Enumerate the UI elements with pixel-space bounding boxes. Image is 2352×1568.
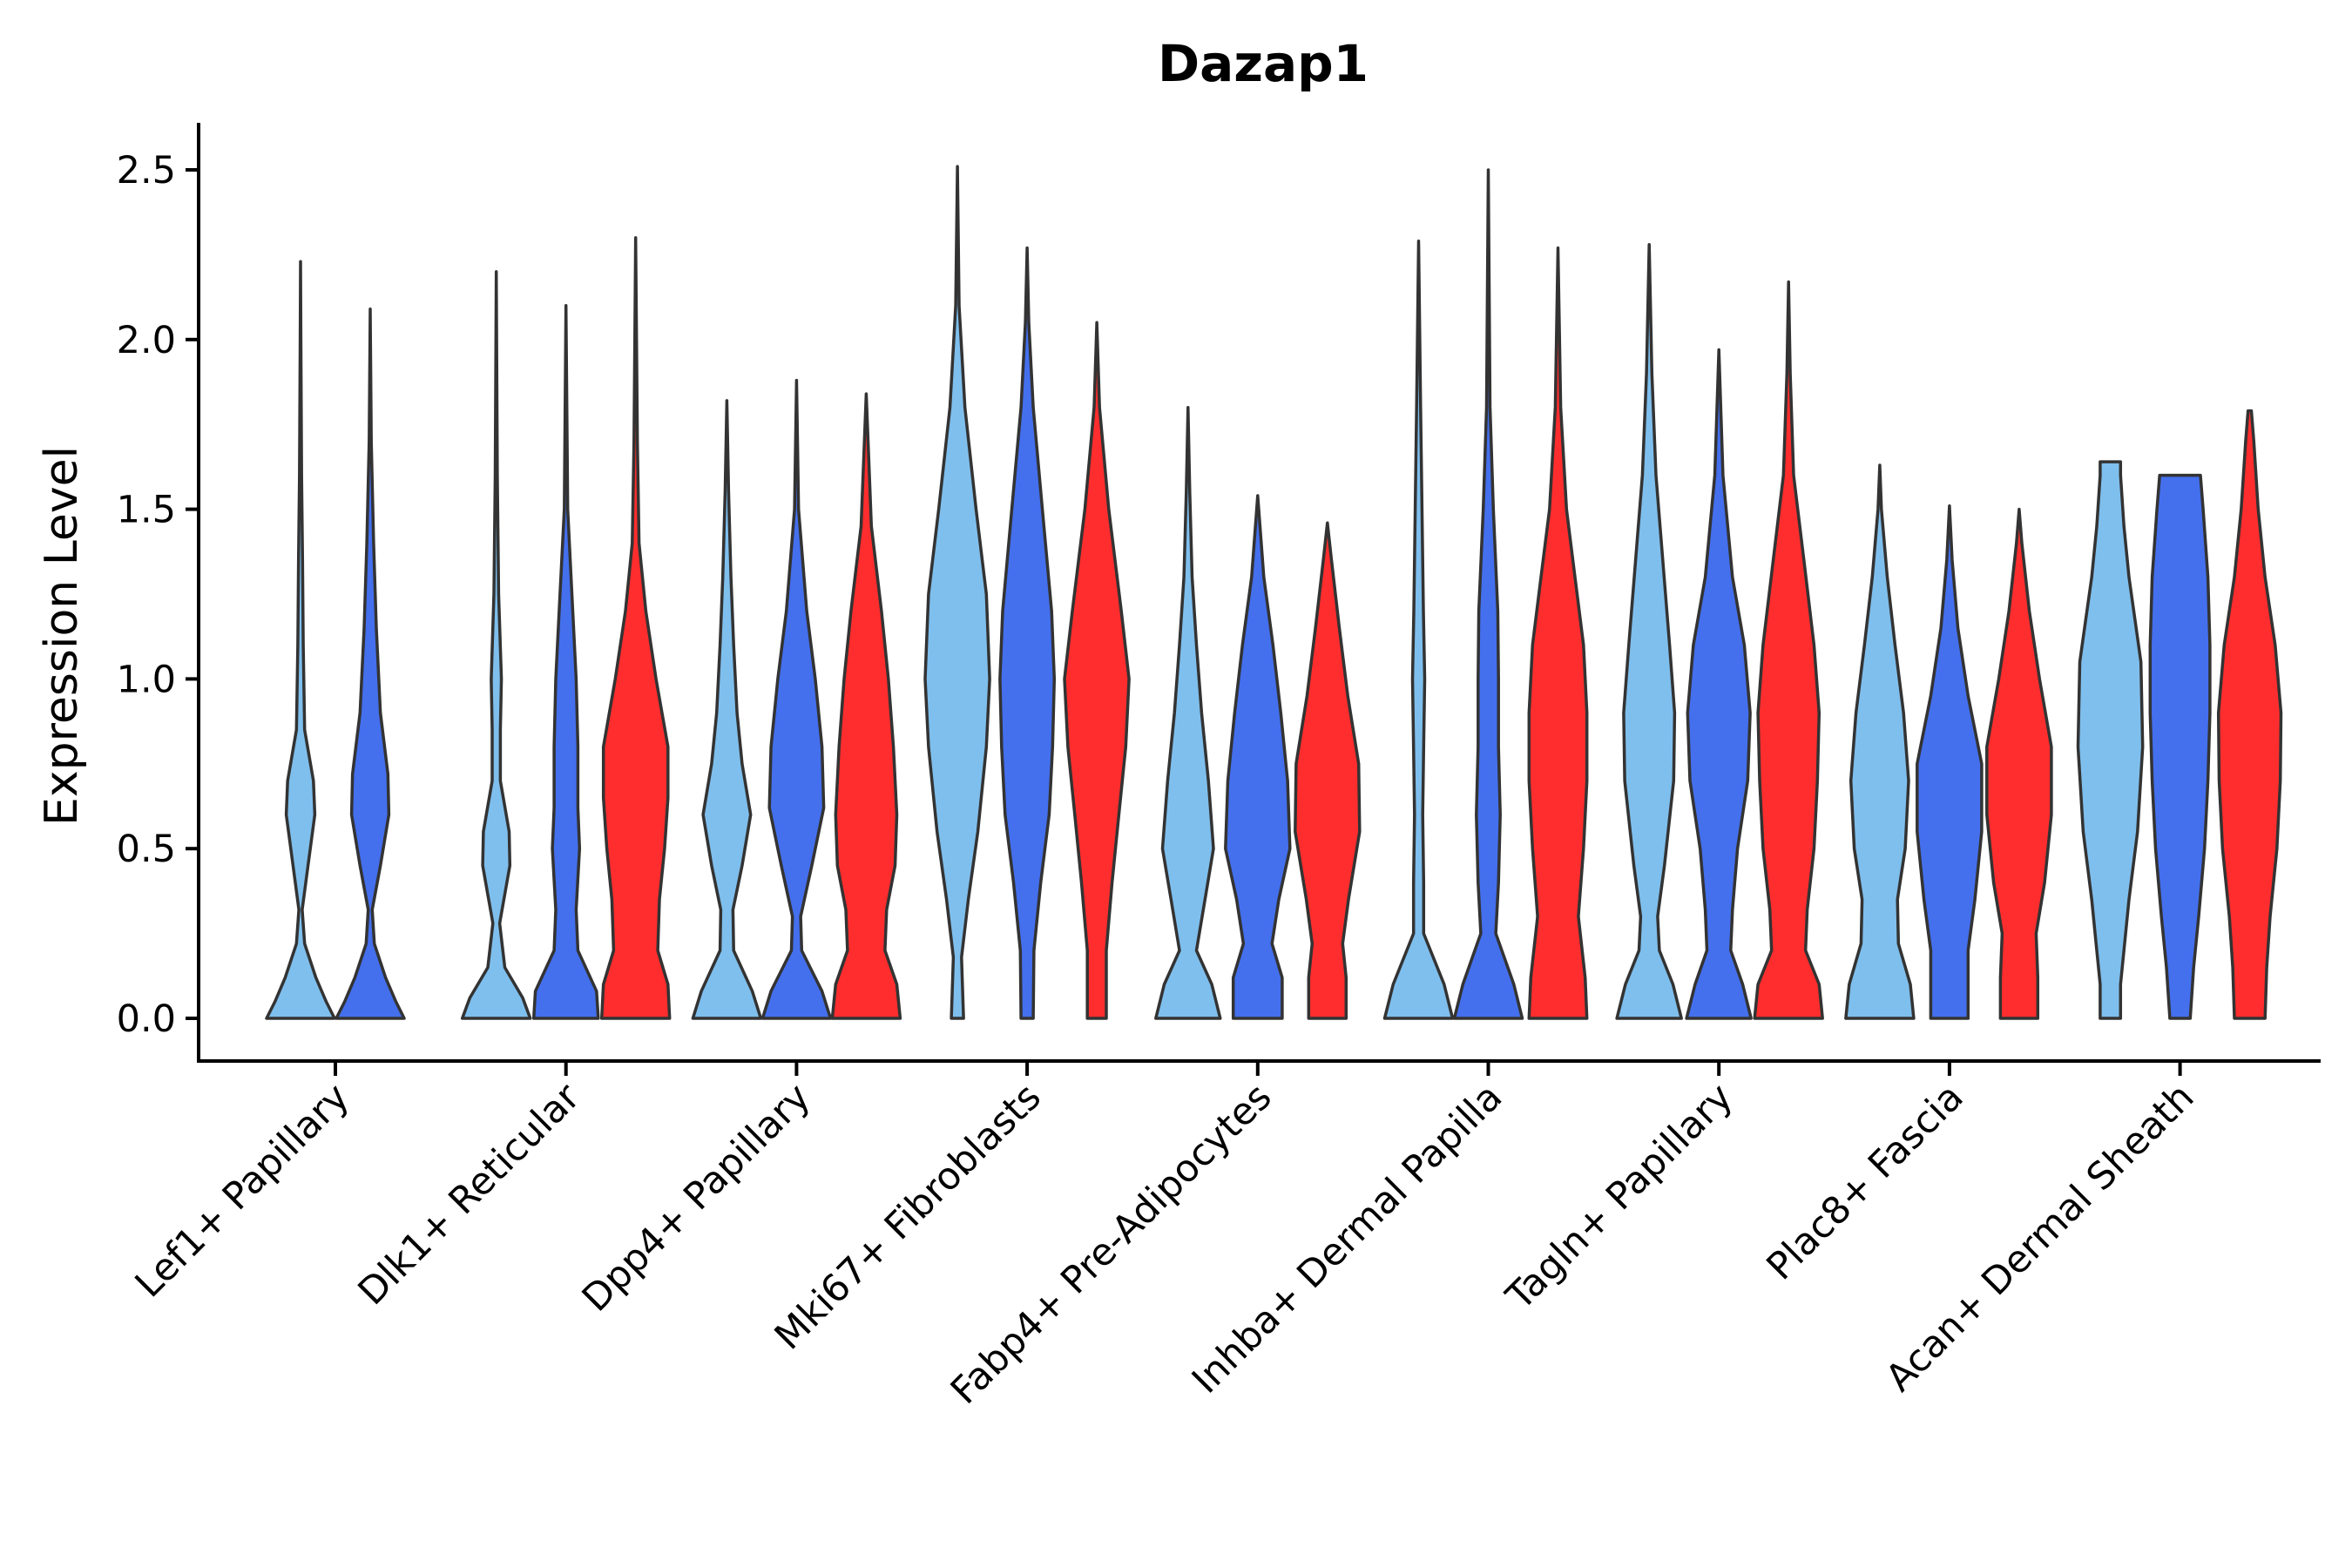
violin-mki67-fibroblasts-2 xyxy=(998,246,1057,1020)
violin-plac8-fascia-1 xyxy=(1844,463,1916,1020)
x-tick-label: Plac8+ Fascia xyxy=(1759,1075,1972,1288)
violin-dlk1-reticular-2 xyxy=(531,304,600,1020)
violin-dpp4-papillary-3 xyxy=(830,392,902,1020)
violin-tagln-papillary-1 xyxy=(1615,242,1683,1020)
y-tick-label: 0.0 xyxy=(117,997,176,1041)
x-tick-label: Mki67+ Fibroblasts xyxy=(767,1075,1050,1358)
violin-acan-dermal-sheath-1 xyxy=(2076,460,2145,1020)
violin-lef1-papillary-2 xyxy=(335,307,406,1020)
violin-dlk1-reticular-1 xyxy=(460,270,532,1020)
violin-inhba-dermal-papilla-1 xyxy=(1382,240,1455,1020)
violin-acan-dermal-sheath-3 xyxy=(2216,409,2283,1020)
x-tick-label: Lef1+ Papillary xyxy=(127,1075,358,1306)
y-tick-label: 2.5 xyxy=(117,149,176,193)
x-tick-label: Tagln+ Papillary xyxy=(1497,1075,1741,1319)
violin-dlk1-reticular-3 xyxy=(599,236,672,1020)
x-tick-label: Dlk1+ Reticular xyxy=(350,1075,589,1314)
violin-dpp4-papillary-1 xyxy=(691,399,763,1020)
violin-lef1-papillary-1 xyxy=(265,260,336,1020)
y-axis-title: Expression Level xyxy=(36,446,88,826)
violin-tagln-papillary-3 xyxy=(1753,280,1824,1020)
violin-fabp4-pre-adipocytes-3 xyxy=(1294,521,1362,1020)
x-tick-label: Dpp4+ Papillary xyxy=(574,1075,819,1320)
y-axis-ticks: 0.0 0.5 1.0 1.5 2.0 2.5 xyxy=(117,149,199,1041)
violin-fabp4-pre-adipocytes-2 xyxy=(1224,494,1292,1020)
violins-layer xyxy=(265,165,2283,1020)
violin-fabp4-pre-adipocytes-1 xyxy=(1154,405,1222,1020)
violin-inhba-dermal-papilla-3 xyxy=(1527,246,1589,1020)
violin-plac8-fascia-3 xyxy=(1985,507,2053,1020)
y-tick-label: 1.0 xyxy=(117,658,176,701)
violin-plac8-fascia-2 xyxy=(1916,504,1984,1020)
y-tick-label: 1.5 xyxy=(117,489,176,532)
violin-mki67-fibroblasts-1 xyxy=(923,165,991,1020)
chart-title: Dazap1 xyxy=(1158,34,1369,93)
violin-mki67-fibroblasts-3 xyxy=(1063,321,1131,1020)
y-tick-label: 0.5 xyxy=(117,828,176,871)
violin-inhba-dermal-papilla-2 xyxy=(1452,168,1524,1020)
violin-dpp4-papillary-2 xyxy=(760,378,833,1020)
violin-tagln-papillary-2 xyxy=(1685,348,1753,1020)
violin-acan-dermal-sheath-2 xyxy=(2148,473,2212,1020)
y-tick-label: 2.0 xyxy=(117,319,176,362)
